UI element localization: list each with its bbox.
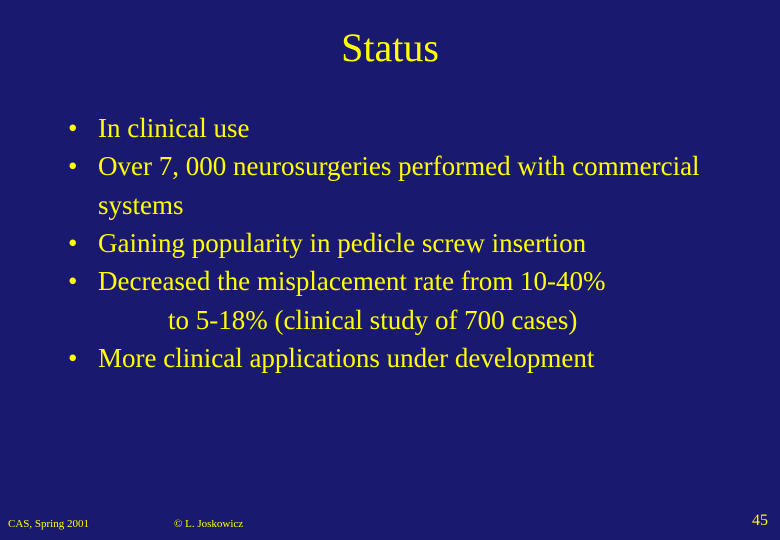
bullet-text: In clinical use	[98, 113, 249, 143]
footer-left: CAS, Spring 2001	[8, 518, 89, 530]
slide-body: In clinical use Over 7, 000 neurosurgeri…	[0, 71, 780, 377]
slide: Status In clinical use Over 7, 000 neuro…	[0, 0, 780, 540]
bullet-text: Over 7, 000 neurosurgeries performed wit…	[98, 151, 700, 219]
bullet-item: Decreased the misplacement rate from 10-…	[64, 262, 740, 339]
bullet-item: More clinical applications under develop…	[64, 339, 740, 377]
bullet-text: More clinical applications under develop…	[98, 343, 594, 373]
bullet-subtext: to 5-18% (clinical study of 700 cases)	[98, 301, 740, 339]
footer-center: © L. Joskowicz	[174, 518, 243, 530]
bullet-item: Gaining popularity in pedicle screw inse…	[64, 224, 740, 262]
footer-page-number: 45	[752, 512, 768, 530]
bullet-text: Gaining popularity in pedicle screw inse…	[98, 228, 586, 258]
bullet-item: Over 7, 000 neurosurgeries performed wit…	[64, 147, 740, 224]
bullet-list: In clinical use Over 7, 000 neurosurgeri…	[64, 109, 740, 377]
bullet-item: In clinical use	[64, 109, 740, 147]
bullet-text: Decreased the misplacement rate from 10-…	[98, 266, 606, 296]
slide-title: Status	[0, 0, 780, 71]
